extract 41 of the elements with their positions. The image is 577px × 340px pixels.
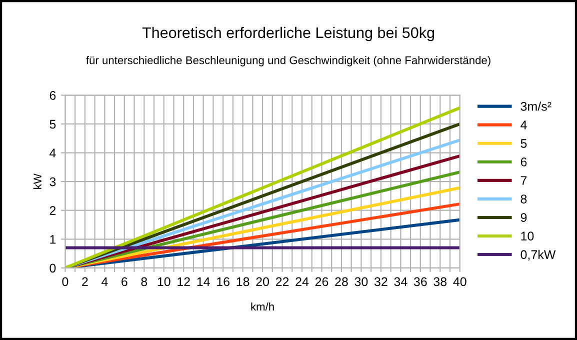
chart-title: Theoretisch erforderliche Leistung bei 50kg (142, 26, 434, 42)
x-tick-label: 10 (158, 277, 170, 286)
x-tick-label: 2 (82, 277, 88, 286)
y-tick-label: 1 (50, 235, 56, 244)
legend-label: 7 (520, 176, 527, 185)
x-tick-label: 24 (296, 277, 309, 286)
x-tick-label: 22 (276, 277, 289, 286)
x-tick-label: 12 (178, 277, 190, 286)
x-tick-label: 32 (374, 277, 388, 286)
x-tick-label: 14 (197, 277, 210, 286)
x-tick-label: 8 (141, 277, 148, 286)
x-axis-title: km/h (251, 302, 274, 311)
x-tick-label: 0 (62, 277, 68, 286)
legend-label: 4 (520, 120, 527, 130)
x-tick-label: 40 (453, 277, 466, 286)
x-tick-label: 16 (217, 277, 230, 286)
legend-label: 6 (520, 158, 527, 166)
legend-label: 9 (520, 213, 527, 222)
x-tick-label: 36 (414, 277, 427, 286)
y-axis-title: kW (33, 174, 42, 189)
y-tick-label: 2 (50, 206, 56, 215)
x-tick-label: 18 (236, 277, 250, 286)
legend-label: 8 (520, 194, 527, 204)
x-tick-label: 28 (335, 277, 348, 286)
legend-label: 10 (521, 232, 534, 240)
y-tick-label: 5 (50, 120, 56, 129)
y-tick-label: 6 (50, 91, 56, 100)
x-tick-label: 20 (256, 277, 269, 286)
y-tick-label: 3 (50, 177, 56, 186)
chart-subtitle: für unterschiedliche Beschleunigung und Geschwindigkeit (ohne Fahrwiderstände) (86, 56, 490, 66)
y-tick-label: 0 (50, 264, 56, 273)
x-tick-label: 4 (101, 277, 108, 286)
legend-label: 5 (520, 139, 527, 148)
y-tick-label: 4 (50, 148, 56, 158)
x-tick-label: 6 (122, 277, 128, 286)
x-tick-label: 34 (394, 277, 408, 286)
x-tick-label: 26 (315, 277, 328, 286)
x-tick-label: 30 (354, 277, 368, 286)
legend-label: 0,7kW (520, 250, 556, 260)
x-tick-label: 38 (434, 277, 447, 286)
legend-label: 3m/s² (520, 102, 552, 111)
